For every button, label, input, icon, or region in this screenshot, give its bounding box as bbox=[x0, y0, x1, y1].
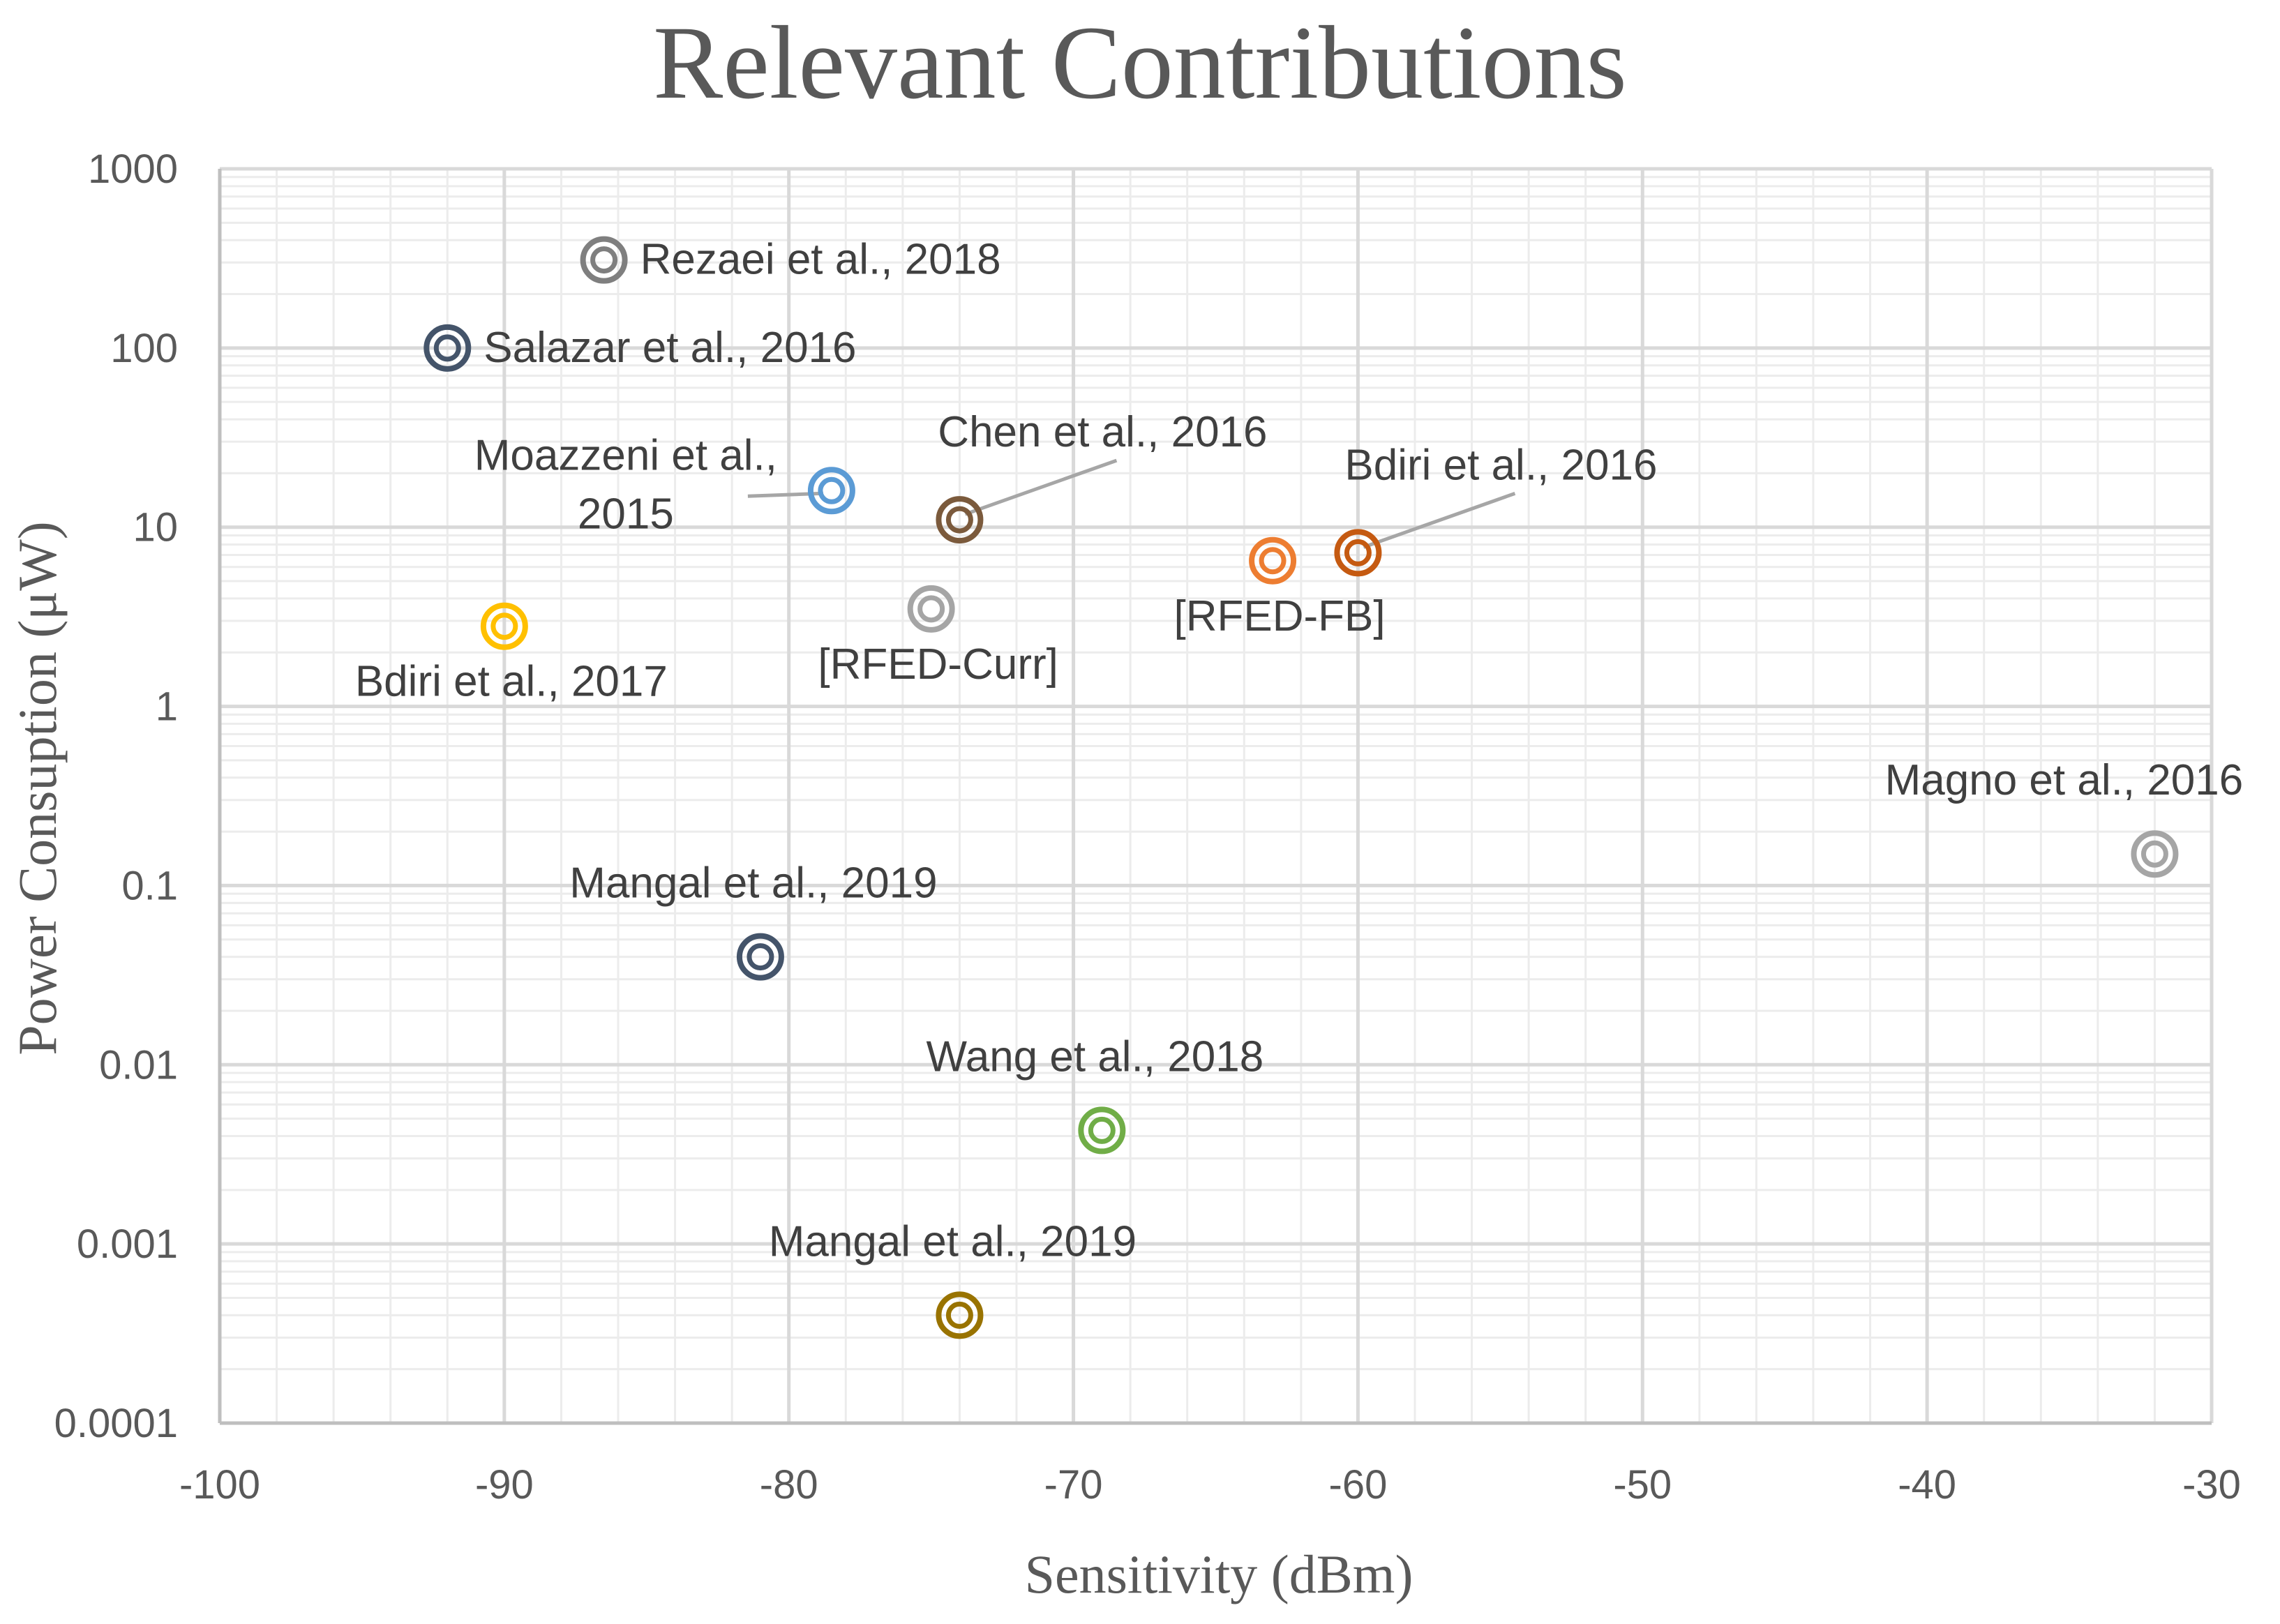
data-point bbox=[907, 585, 955, 633]
data-point bbox=[736, 933, 784, 981]
x-tick-label: -100 bbox=[179, 1462, 260, 1508]
data-point-inner-ring bbox=[1088, 1116, 1116, 1144]
data-point-inner-ring bbox=[945, 1301, 973, 1329]
data-point bbox=[480, 602, 528, 650]
data-point bbox=[1078, 1106, 1126, 1155]
leader-line bbox=[1363, 492, 1516, 549]
data-label: Rezaei et al., 2018 bbox=[640, 236, 1001, 284]
data-point bbox=[2131, 830, 2179, 878]
leader-line bbox=[964, 458, 1118, 516]
data-label: Bdiri et al., 2016 bbox=[1344, 441, 1657, 489]
y-axis-ticks: 0.0001 0.001 0.01 0.1 1 10 100 1000 bbox=[54, 146, 178, 1446]
data-point-outer-ring bbox=[936, 1291, 984, 1339]
x-tick-label: -80 bbox=[760, 1462, 818, 1508]
y-axis-title: Power Consuption (μW) bbox=[7, 521, 68, 1055]
data-label: Wang et al., 2018 bbox=[927, 1032, 1264, 1081]
data-point-inner-ring bbox=[590, 246, 618, 274]
x-tick-label: -40 bbox=[1898, 1462, 1956, 1508]
data-label: Moazzeni et al., 2015 bbox=[474, 431, 777, 538]
data-point-outer-ring bbox=[580, 236, 628, 284]
data-point-inner-ring bbox=[2140, 840, 2168, 868]
data-points bbox=[423, 236, 2179, 1339]
data-label: Mangal et al., 2019 bbox=[569, 859, 937, 908]
data-point bbox=[807, 467, 855, 515]
data-point bbox=[580, 236, 628, 284]
x-tick-label: -90 bbox=[475, 1462, 534, 1508]
y-tick-label: 0.1 bbox=[121, 863, 178, 908]
data-label: Chen et al., 2016 bbox=[938, 408, 1267, 456]
data-point-outer-ring bbox=[807, 467, 855, 515]
data-label-line: 2015 bbox=[578, 490, 674, 538]
y-tick-label: 0.001 bbox=[77, 1221, 178, 1267]
y-tick-label: 1 bbox=[156, 684, 178, 730]
data-point-outer-ring bbox=[1078, 1106, 1126, 1155]
data-label: Mangal et al., 2019 bbox=[769, 1217, 1137, 1265]
data-point-outer-ring bbox=[1334, 529, 1382, 577]
data-label: [RFED-FB] bbox=[1174, 592, 1386, 640]
data-labels: Rezaei et al., 2018 Salazar et al., 2016 M… bbox=[355, 236, 2243, 1266]
data-point-inner-ring bbox=[917, 595, 945, 623]
data-point-inner-ring bbox=[945, 506, 973, 534]
y-tick-label: 1000 bbox=[88, 146, 178, 192]
x-axis-ticks: -100 -90 -80 -70 -60 -50 -40 -30 bbox=[179, 1462, 2241, 1508]
data-point-inner-ring bbox=[818, 476, 846, 504]
data-point bbox=[1249, 536, 1297, 585]
y-tick-label: 0.01 bbox=[99, 1042, 178, 1088]
data-point-outer-ring bbox=[936, 496, 984, 544]
y-tick-label: 10 bbox=[133, 505, 178, 550]
data-label-line: Moazzeni et al., bbox=[474, 431, 777, 479]
data-point-outer-ring bbox=[736, 933, 784, 981]
data-point-inner-ring bbox=[433, 334, 461, 362]
data-label: Magno et al., 2016 bbox=[1885, 756, 2244, 804]
data-label: [RFED-Curr] bbox=[818, 640, 1058, 689]
data-point-inner-ring bbox=[490, 612, 518, 640]
data-point-inner-ring bbox=[747, 943, 774, 971]
x-tick-label: -30 bbox=[2182, 1462, 2241, 1508]
y-tick-label: 0.0001 bbox=[54, 1401, 178, 1446]
data-point-outer-ring bbox=[907, 585, 955, 633]
data-point bbox=[936, 1291, 984, 1339]
data-point-inner-ring bbox=[1259, 547, 1287, 575]
data-point bbox=[936, 496, 984, 544]
data-label: Bdiri et al., 2017 bbox=[355, 658, 668, 706]
data-point bbox=[1334, 529, 1382, 577]
data-point-inner-ring bbox=[1344, 539, 1372, 566]
x-tick-label: -70 bbox=[1044, 1462, 1103, 1508]
data-point-outer-ring bbox=[1249, 536, 1297, 585]
y-tick-label: 100 bbox=[110, 326, 178, 371]
data-label: Salazar et al., 2016 bbox=[483, 324, 856, 372]
x-tick-label: -50 bbox=[1613, 1462, 1672, 1508]
x-tick-label: -60 bbox=[1329, 1462, 1388, 1508]
data-point bbox=[423, 324, 472, 372]
x-axis-title: Sensitivity (dBm) bbox=[1025, 1544, 1413, 1604]
grid bbox=[218, 167, 2214, 1425]
data-point-outer-ring bbox=[480, 602, 528, 650]
chart-title: Relevant Contributions bbox=[653, 5, 1627, 121]
data-point-outer-ring bbox=[423, 324, 472, 372]
data-point-outer-ring bbox=[2131, 830, 2179, 878]
